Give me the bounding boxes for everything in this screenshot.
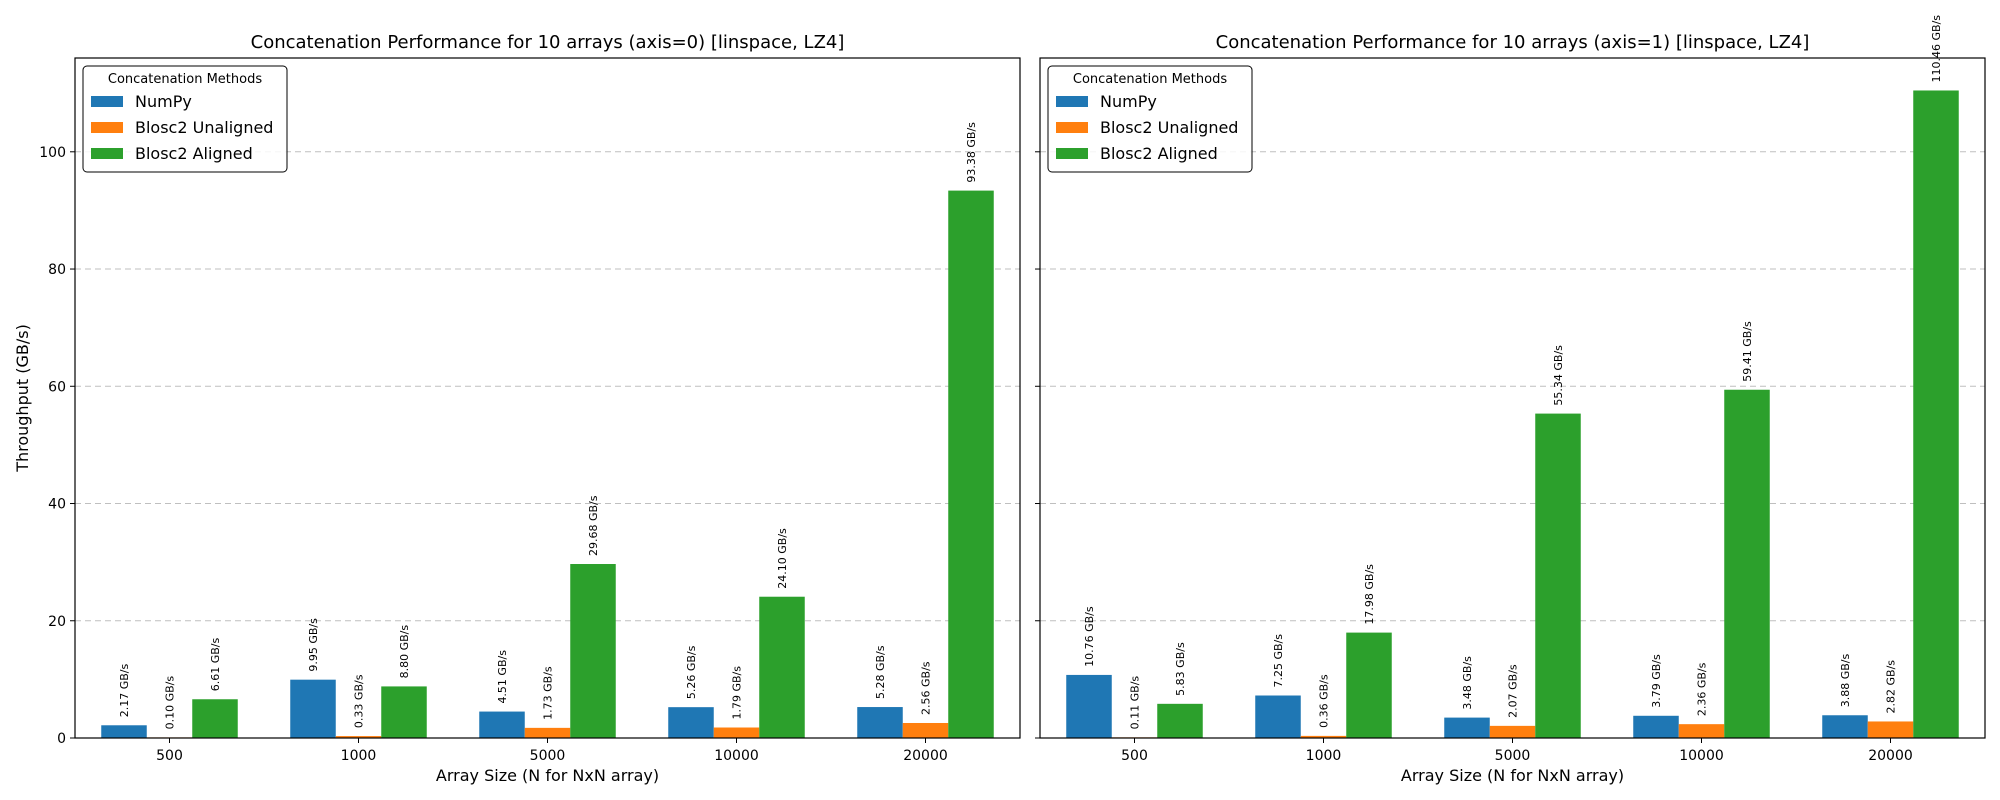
bar-value-label: 3.88 GB/s bbox=[1839, 653, 1852, 707]
bar bbox=[335, 736, 382, 738]
x-tick-label: 20000 bbox=[903, 748, 948, 764]
x-tick-label: 500 bbox=[1121, 748, 1148, 764]
bar-value-label: 3.48 GB/s bbox=[1461, 656, 1474, 710]
bar-value-label: 2.56 GB/s bbox=[920, 661, 933, 715]
bar-value-label: 110.46 GB/s bbox=[1930, 15, 1943, 83]
bar bbox=[1633, 715, 1679, 738]
x-tick-label: 500 bbox=[156, 748, 183, 764]
y-tick-label: 100 bbox=[39, 145, 66, 161]
bar bbox=[1535, 413, 1581, 738]
bar bbox=[1822, 715, 1868, 738]
legend-swatch bbox=[1056, 148, 1088, 159]
bar-value-label: 7.25 GB/s bbox=[1272, 634, 1285, 688]
legend-entry: Blosc2 Aligned bbox=[1100, 144, 1218, 163]
bar-value-label: 2.82 GB/s bbox=[1885, 660, 1898, 714]
bar-value-label: 93.38 GB/s bbox=[965, 122, 978, 183]
bar bbox=[290, 679, 336, 738]
bar-value-label: 2.36 GB/s bbox=[1696, 662, 1709, 716]
bar-value-label: 29.68 GB/s bbox=[587, 495, 600, 556]
bar-value-label: 59.41 GB/s bbox=[1741, 321, 1754, 382]
bar bbox=[1489, 725, 1536, 738]
x-axis-label: Array Size (N for NxN array) bbox=[436, 766, 659, 785]
bar bbox=[381, 686, 427, 738]
legend-entry: Blosc2 Unaligned bbox=[135, 118, 273, 137]
legend-box bbox=[82, 65, 288, 173]
bar bbox=[1346, 632, 1392, 738]
legend-swatch bbox=[1056, 96, 1088, 107]
bar bbox=[1678, 724, 1725, 738]
y-tick-label: 20 bbox=[48, 614, 66, 630]
bar bbox=[759, 596, 805, 738]
y-tick-label: 0 bbox=[57, 731, 66, 747]
bar bbox=[1066, 674, 1112, 738]
bar-value-label: 0.36 GB/s bbox=[1318, 674, 1331, 728]
chart-title: Concatenation Performance for 10 arrays … bbox=[251, 32, 845, 53]
x-axis-label: Array Size (N for NxN array) bbox=[1401, 766, 1624, 785]
legend-title: Concatenation Methods bbox=[1073, 72, 1227, 87]
bar bbox=[524, 727, 571, 738]
legend-entry: Blosc2 Unaligned bbox=[1100, 118, 1238, 137]
bar-value-label: 9.95 GB/s bbox=[307, 618, 320, 672]
bar-value-label: 6.61 GB/s bbox=[209, 637, 222, 691]
bar-value-label: 5.26 GB/s bbox=[685, 645, 698, 699]
bar bbox=[1300, 735, 1347, 738]
legend-entry: NumPy bbox=[135, 92, 192, 111]
bar-value-label: 0.10 GB/s bbox=[164, 676, 177, 730]
legend-swatch bbox=[91, 122, 123, 133]
bar bbox=[479, 711, 525, 738]
y-tick-label: 40 bbox=[48, 497, 66, 513]
bar-value-label: 0.33 GB/s bbox=[353, 674, 366, 728]
bar bbox=[1867, 721, 1914, 738]
bar-value-label: 5.28 GB/s bbox=[874, 645, 887, 699]
legend-swatch bbox=[91, 148, 123, 159]
x-tick-label: 1000 bbox=[341, 748, 377, 764]
bar-value-label: 5.83 GB/s bbox=[1174, 642, 1187, 696]
legend-swatch bbox=[91, 96, 123, 107]
bar-value-label: 2.17 GB/s bbox=[118, 664, 131, 718]
bar-value-label: 10.76 GB/s bbox=[1083, 606, 1096, 667]
chart-title: Concatenation Performance for 10 arrays … bbox=[1216, 32, 1810, 53]
legend-box bbox=[1047, 65, 1253, 173]
bar bbox=[1724, 389, 1770, 738]
bar-value-label: 24.10 GB/s bbox=[776, 528, 789, 589]
legend-entry: Blosc2 Aligned bbox=[135, 144, 253, 163]
bar bbox=[1444, 717, 1490, 738]
legend-swatch bbox=[1056, 122, 1088, 133]
bar-value-label: 4.51 GB/s bbox=[496, 650, 509, 704]
y-tick-label: 80 bbox=[48, 262, 66, 278]
bar bbox=[948, 190, 994, 739]
x-tick-label: 5000 bbox=[530, 748, 566, 764]
bar-value-label: 55.34 GB/s bbox=[1552, 345, 1565, 406]
bar-value-label: 17.98 GB/s bbox=[1363, 564, 1376, 625]
bar bbox=[713, 727, 760, 738]
x-tick-label: 20000 bbox=[1868, 748, 1913, 764]
x-tick-label: 10000 bbox=[1679, 748, 1724, 764]
legend-title: Concatenation Methods bbox=[108, 72, 262, 87]
x-tick-label: 5000 bbox=[1495, 748, 1531, 764]
y-tick-label: 60 bbox=[48, 379, 66, 395]
bar-value-label: 8.80 GB/s bbox=[398, 625, 411, 679]
bar-value-label: 3.79 GB/s bbox=[1650, 654, 1663, 708]
bar bbox=[1157, 703, 1203, 738]
bar bbox=[1255, 695, 1301, 738]
bar bbox=[668, 707, 714, 738]
bar-value-label: 1.73 GB/s bbox=[542, 666, 555, 720]
bar bbox=[857, 707, 903, 738]
bar-value-label: 0.11 GB/s bbox=[1129, 676, 1142, 730]
bar bbox=[101, 725, 147, 738]
bar-value-label: 1.79 GB/s bbox=[731, 666, 744, 720]
bar bbox=[902, 722, 949, 738]
bar-value-label: 2.07 GB/s bbox=[1507, 664, 1520, 718]
x-tick-label: 1000 bbox=[1306, 748, 1342, 764]
x-tick-label: 10000 bbox=[714, 748, 759, 764]
bar bbox=[192, 699, 238, 738]
bar bbox=[1913, 90, 1959, 739]
legend-entry: NumPy bbox=[1100, 92, 1157, 111]
bar bbox=[570, 564, 616, 738]
y-axis-label: Throughput (GB/s) bbox=[13, 324, 32, 473]
